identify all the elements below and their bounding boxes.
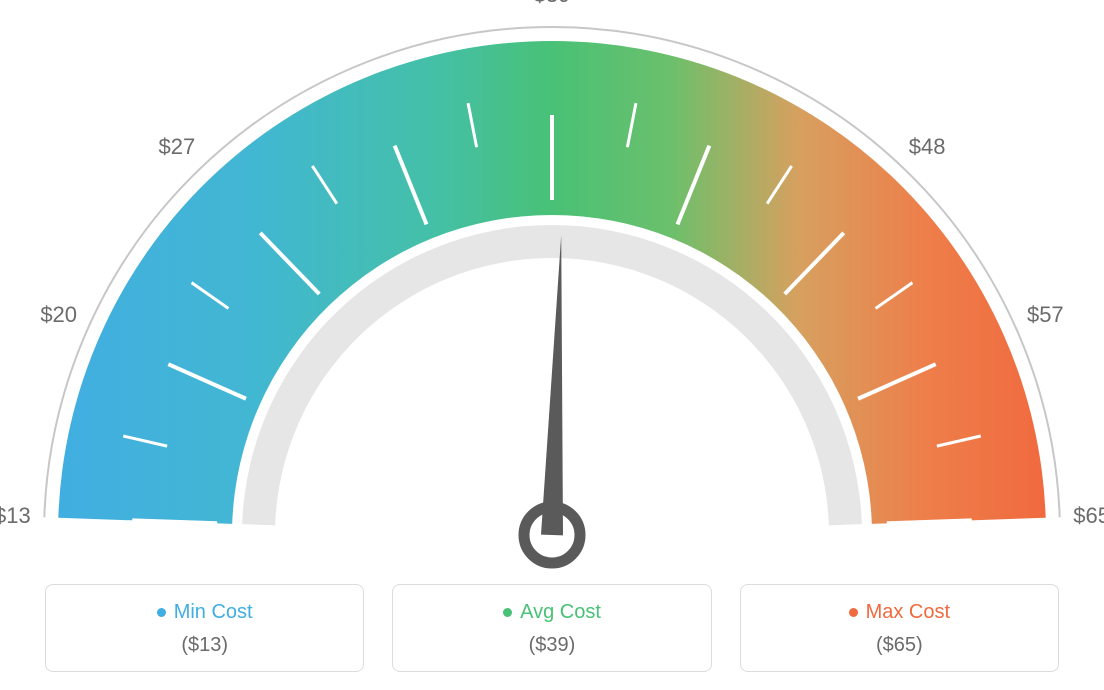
legend-label-max: Max Cost xyxy=(866,601,950,624)
scale-label: $20 xyxy=(40,302,77,328)
legend-label-min: Min Cost xyxy=(174,601,253,624)
scale-label: $48 xyxy=(909,134,946,160)
legend-value-min: ($13) xyxy=(56,634,353,657)
scale-label: $39 xyxy=(534,0,571,8)
legend-title-min: Min Cost xyxy=(157,601,253,624)
scale-label: $65 xyxy=(1073,503,1104,529)
legend-card-min: Min Cost ($13) xyxy=(45,584,364,672)
gauge-svg xyxy=(0,0,1104,570)
legend-card-max: Max Cost ($65) xyxy=(740,584,1059,672)
legend-dot-max xyxy=(849,608,858,617)
scale-label: $57 xyxy=(1027,302,1064,328)
legend-title-avg: Avg Cost xyxy=(503,601,601,624)
legend-card-avg: Avg Cost ($39) xyxy=(392,584,711,672)
legend-title-max: Max Cost xyxy=(849,601,950,624)
scale-label: $27 xyxy=(159,134,196,160)
legend-row: Min Cost ($13) Avg Cost ($39) Max Cost (… xyxy=(45,584,1059,672)
scale-label: $13 xyxy=(0,503,31,529)
legend-value-avg: ($39) xyxy=(403,634,700,657)
legend-dot-min xyxy=(157,608,166,617)
legend-value-max: ($65) xyxy=(751,634,1048,657)
gauge-area: $13 $20 $27 $39 $48 $57 $65 xyxy=(0,0,1104,570)
legend-label-avg: Avg Cost xyxy=(520,601,601,624)
legend-dot-avg xyxy=(503,608,512,617)
cost-gauge-chart: { "gauge": { "type": "gauge", "cx": 552,… xyxy=(0,0,1104,690)
